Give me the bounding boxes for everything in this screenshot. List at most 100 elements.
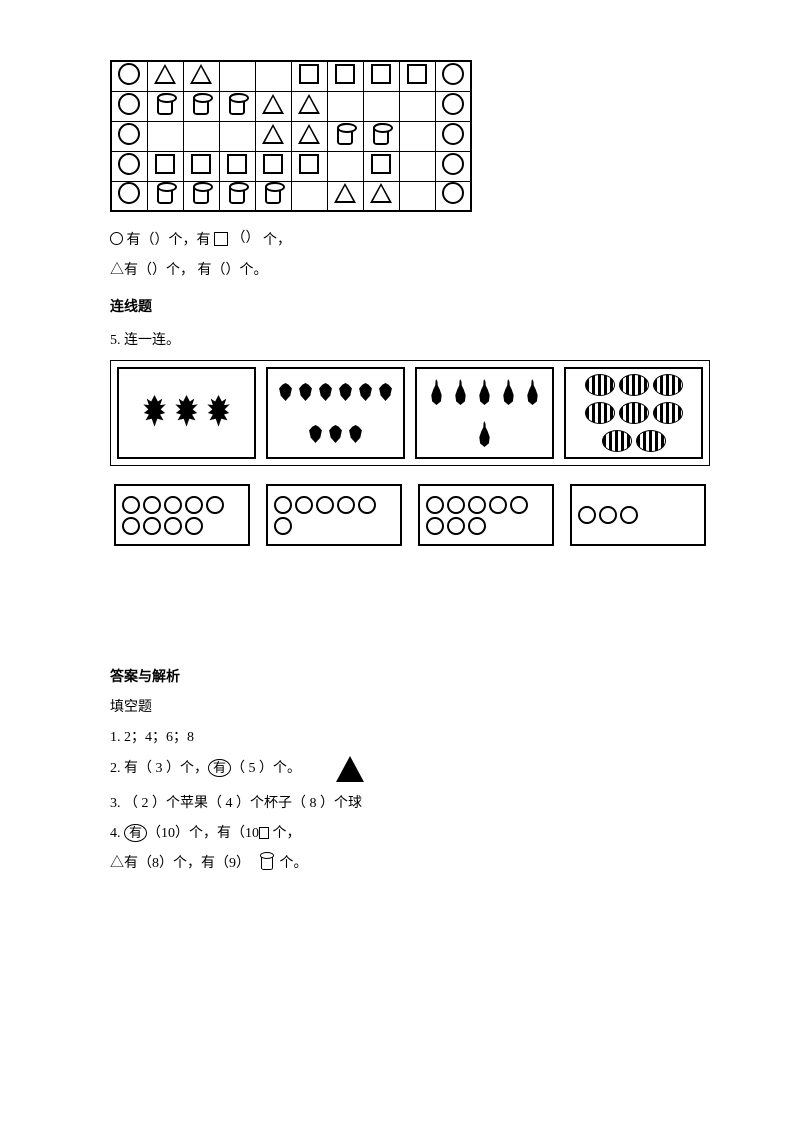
pineapple-icon	[141, 395, 169, 431]
triangle-solid-icon	[336, 756, 364, 782]
answer-2: 2. 有（ 3 ）个，有（ 5 ）个。	[110, 756, 710, 782]
q4-line1: 有（）个，有 （） 个，	[110, 230, 710, 252]
strawberry-icon	[328, 425, 344, 443]
strawberry-icon	[298, 383, 314, 401]
watermelon-icon	[619, 374, 649, 396]
watermelon-icon	[585, 374, 615, 396]
cyl-icon	[373, 123, 389, 145]
sq-icon	[407, 64, 427, 84]
fruit-box-watermelon	[564, 367, 703, 459]
answer-3: 3. （ 2 ）个苹果（ 4 ）个杯子（ 8 ）个球	[110, 792, 710, 812]
grid-cell	[111, 181, 147, 211]
count-circle-icon	[358, 496, 376, 514]
grid-cell	[219, 61, 255, 91]
tri-icon	[262, 94, 284, 114]
circle-count-box	[114, 484, 250, 546]
grid-cell	[327, 151, 363, 181]
grid-cell	[147, 61, 183, 91]
grid-cell	[435, 151, 471, 181]
enclosed-icon: 有	[124, 824, 147, 842]
tri-icon	[298, 94, 320, 114]
grid-cell	[219, 91, 255, 121]
cyl-icon	[157, 182, 173, 204]
count-circle-icon	[337, 496, 355, 514]
q4-text-1b: 个，	[263, 233, 291, 248]
count-circle-icon	[274, 496, 292, 514]
sq-icon	[299, 64, 319, 84]
fruit-box-pear	[415, 367, 554, 459]
cylinder-icon	[261, 852, 273, 870]
answers-block: 答案与解析 填空题 1. 2；4；6；8 2. 有（ 3 ）个，有（ 5 ）个。…	[110, 666, 710, 872]
grid-cell	[147, 91, 183, 121]
watermelon-icon	[602, 430, 632, 452]
shape-counting-grid	[110, 60, 472, 212]
grid-cell	[327, 121, 363, 151]
grid-cell	[399, 121, 435, 151]
sq-icon	[263, 154, 283, 174]
strawberry-icon	[358, 383, 374, 401]
grid-cell	[327, 181, 363, 211]
grid-cell	[291, 121, 327, 151]
tri-icon	[298, 124, 320, 144]
grid-cell	[111, 61, 147, 91]
count-circle-icon	[295, 496, 313, 514]
sq-icon	[335, 64, 355, 84]
count-circle-icon	[447, 496, 465, 514]
count-circle-icon	[122, 496, 140, 514]
tri-icon	[190, 64, 212, 84]
circle-count-box	[570, 484, 706, 546]
grid-cell	[147, 151, 183, 181]
count-circle-icon	[316, 496, 334, 514]
count-circle-icon	[599, 506, 617, 524]
sq-icon	[371, 154, 391, 174]
fruit-box-strawberry	[266, 367, 405, 459]
grid-cell	[183, 121, 219, 151]
grid-cell	[291, 181, 327, 211]
grid-cell	[255, 181, 291, 211]
circ-icon	[442, 153, 464, 175]
answers-heading: 答案与解析	[110, 666, 710, 686]
circ-icon	[118, 123, 140, 145]
count-circle-icon	[468, 496, 486, 514]
strawberry-icon	[378, 383, 394, 401]
strawberry-icon	[318, 383, 334, 401]
tri-icon	[370, 183, 392, 203]
pear-icon	[451, 379, 471, 405]
circ-icon	[118, 93, 140, 115]
grid-cell	[363, 91, 399, 121]
grid-cell	[219, 181, 255, 211]
count-circle-icon	[122, 517, 140, 535]
sq-icon	[371, 64, 391, 84]
strawberry-icon	[338, 383, 354, 401]
tri-icon	[262, 124, 284, 144]
count-circle-icon	[143, 517, 161, 535]
square-icon	[214, 232, 228, 246]
grid-cell	[183, 91, 219, 121]
grid-cell	[255, 91, 291, 121]
grid-cell	[111, 151, 147, 181]
matching-heading: 连线题	[110, 296, 710, 316]
matching-prompt: 5. 连一连。	[110, 330, 710, 352]
grid-cell	[435, 181, 471, 211]
circ-icon	[442, 63, 464, 85]
cyl-icon	[193, 93, 209, 115]
tri-icon	[334, 183, 356, 203]
answers-sub: 填空题	[110, 696, 710, 716]
grid-cell	[327, 61, 363, 91]
square-icon	[259, 827, 269, 839]
answer-1: 1. 2；4；6；8	[110, 726, 710, 746]
grid-cell	[111, 121, 147, 151]
grid-cell	[363, 181, 399, 211]
count-circle-icon	[620, 506, 638, 524]
grid-cell	[183, 151, 219, 181]
circle-count-box	[418, 484, 554, 546]
pineapple-icon	[205, 395, 233, 431]
grid-cell	[219, 151, 255, 181]
grid-cell	[291, 61, 327, 91]
count-circle-icon	[185, 496, 203, 514]
grid-cell	[399, 91, 435, 121]
grid-cell	[183, 181, 219, 211]
cyl-icon	[229, 93, 245, 115]
pear-icon	[475, 421, 495, 447]
q4-text-1a: 有（）个，有	[127, 233, 211, 248]
